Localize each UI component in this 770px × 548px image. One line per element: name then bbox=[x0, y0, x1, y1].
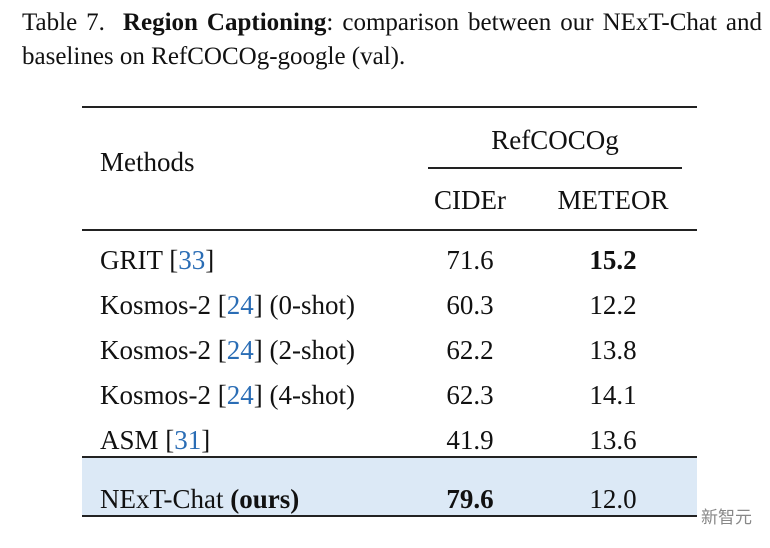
caption: Table 7. Region Captioning: comparison b… bbox=[22, 6, 762, 74]
method-text: ] (4-shot) bbox=[253, 380, 355, 410]
citation-link: 33 bbox=[178, 245, 206, 275]
method-cell: NExT-Chat (ours) bbox=[100, 483, 299, 515]
method-text: Kosmos-2 [ bbox=[100, 380, 227, 410]
citation-link: 24 bbox=[226, 290, 254, 320]
header-column: METEOR bbox=[557, 185, 669, 215]
header-group: RefCOCOg bbox=[491, 125, 619, 155]
citation-link: 24 bbox=[226, 335, 254, 365]
header-column: CIDEr bbox=[434, 185, 506, 215]
top-rule bbox=[82, 106, 697, 108]
method-text: NExT-Chat bbox=[100, 484, 231, 514]
separator-rule bbox=[82, 456, 697, 458]
caption-text: : comparison between our NExT-Chat and b… bbox=[22, 9, 763, 70]
caption-title: Region Captioning bbox=[122, 9, 327, 36]
value-cell: 12.0 bbox=[589, 484, 637, 514]
method-text: ASM [ bbox=[100, 425, 175, 455]
method-text: Kosmos-2 [ bbox=[100, 335, 227, 365]
method-cell: GRIT [33] bbox=[100, 244, 214, 276]
caption-label: Table 7. bbox=[22, 9, 105, 36]
value-cell: 41.9 bbox=[446, 425, 494, 455]
method-text: ] bbox=[201, 425, 211, 455]
value-cell: 12.2 bbox=[589, 290, 637, 320]
value-cell: 13.6 bbox=[589, 425, 637, 455]
bottom-rule bbox=[82, 515, 697, 517]
value-cell: 13.8 bbox=[589, 335, 637, 365]
method-cell: Kosmos-2 [24] (2-shot) bbox=[100, 334, 355, 366]
header-methods: Methods bbox=[100, 147, 195, 177]
value-cell: 60.3 bbox=[446, 290, 494, 320]
row-highlight bbox=[82, 458, 697, 515]
value-cell: 14.1 bbox=[589, 380, 637, 410]
group-rule bbox=[428, 167, 682, 169]
value-cell: 79.6 bbox=[446, 484, 494, 514]
mid-rule bbox=[82, 229, 697, 231]
method-cell: ASM [31] bbox=[100, 424, 210, 456]
value-cell: 71.6 bbox=[446, 245, 494, 275]
method-cell: Kosmos-2 [24] (0-shot) bbox=[100, 289, 355, 321]
value-cell: 15.2 bbox=[589, 245, 637, 275]
method-text: ] (0-shot) bbox=[253, 290, 355, 320]
value-cell: 62.2 bbox=[446, 335, 494, 365]
method-cell: Kosmos-2 [24] (4-shot) bbox=[100, 379, 355, 411]
method-text: ] (2-shot) bbox=[253, 335, 355, 365]
value-cell: 62.3 bbox=[446, 380, 494, 410]
method-text: Kosmos-2 [ bbox=[100, 290, 227, 320]
citation-link: 31 bbox=[174, 425, 202, 455]
method-text: ] bbox=[205, 245, 215, 275]
watermark: 新智元 bbox=[701, 508, 752, 528]
citation-link: 24 bbox=[226, 380, 254, 410]
method-text: GRIT [ bbox=[100, 245, 179, 275]
method-text: (ours) bbox=[230, 484, 300, 514]
